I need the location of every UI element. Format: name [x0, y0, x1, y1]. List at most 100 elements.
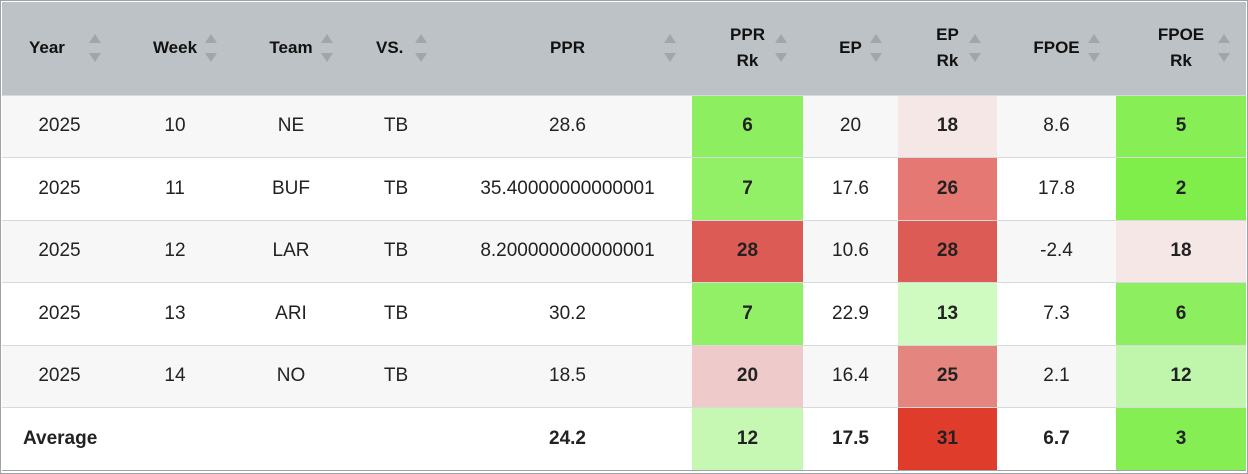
- column-header-label-line: FPOE: [1033, 38, 1080, 58]
- cell-fpoe-rk: 6: [1116, 282, 1246, 345]
- sort-ascending-icon: [664, 34, 676, 44]
- sort-ascending-icon: [205, 34, 217, 44]
- table-body: 2025 10 NE TB 28.6 6 20 18 8.6 5 2025 11 BUF TB 35.400…: [2, 94, 1246, 471]
- column-header-label: EP: [839, 35, 862, 61]
- cell-vs: TB: [349, 157, 443, 220]
- column-header-ppr[interactable]: PPR: [443, 2, 692, 95]
- cell-vs: TB: [349, 219, 443, 283]
- cell-ppr-rk: 12: [692, 407, 803, 471]
- cell-fpoe-rk: 3: [1116, 407, 1246, 471]
- column-header-label-line: Team: [269, 38, 313, 58]
- column-header-team[interactable]: Team: [233, 2, 349, 95]
- column-header-ep-rk[interactable]: EP Rk: [898, 2, 997, 95]
- column-header-label: Week: [153, 35, 197, 61]
- cell-team: NE: [233, 94, 349, 158]
- cell-year: 2025: [2, 344, 117, 408]
- average-label: Average: [2, 407, 443, 471]
- cell-week: 12: [117, 219, 233, 283]
- column-header-label-line: Rk: [736, 51, 759, 71]
- column-header-fpoe[interactable]: FPOE: [997, 2, 1116, 95]
- column-header-label-line: EP: [839, 38, 862, 58]
- table-row: 2025 11 BUF TB 35.40000000000001 7 17.6 26 17.8 2: [2, 157, 1246, 220]
- cell-vs: TB: [349, 344, 443, 408]
- cell-fpoe-rk: 2: [1116, 157, 1246, 220]
- cell-year: 2025: [2, 219, 117, 283]
- cell-fpoe-rk: 18: [1116, 219, 1246, 283]
- sort-ascending-icon: [321, 34, 333, 44]
- sort-arrows-icon[interactable]: [664, 34, 676, 63]
- sort-descending-icon: [1218, 53, 1230, 63]
- column-header-fpoe-rk[interactable]: FPOE Rk: [1116, 2, 1246, 95]
- sort-descending-icon: [1088, 53, 1100, 63]
- cell-fpoe: -2.4: [997, 219, 1116, 283]
- sort-descending-icon: [775, 53, 787, 63]
- cell-ppr-rk: 7: [692, 157, 803, 220]
- cell-ep: 16.4: [803, 344, 898, 408]
- column-header-label: Team: [269, 35, 312, 61]
- cell-team: ARI: [233, 282, 349, 345]
- sort-ascending-icon: [415, 34, 427, 44]
- sort-ascending-icon: [1218, 34, 1230, 44]
- cell-ppr: 24.2: [443, 407, 692, 471]
- average-row: Average 24.2 12 17.5 31 6.7 3: [2, 407, 1246, 471]
- cell-week: 14: [117, 344, 233, 408]
- cell-ppr-rk: 7: [692, 282, 803, 345]
- cell-team: NO: [233, 344, 349, 408]
- sort-descending-icon: [870, 53, 882, 63]
- cell-ppr: 18.5: [443, 344, 692, 408]
- cell-ppr: 8.200000000000001: [443, 219, 692, 283]
- column-header-ep[interactable]: EP: [803, 2, 898, 95]
- cell-ppr: 30.2: [443, 282, 692, 345]
- sort-arrows-icon[interactable]: [89, 34, 101, 63]
- cell-ep-rk: 26: [898, 157, 997, 220]
- sort-arrows-icon[interactable]: [1088, 34, 1100, 63]
- cell-week: 10: [117, 94, 233, 158]
- sort-descending-icon: [89, 53, 101, 63]
- sort-arrows-icon[interactable]: [205, 34, 217, 63]
- column-header-label: PPR: [550, 35, 585, 61]
- column-header-label-line: Year: [29, 38, 65, 58]
- cell-fpoe-rk: 5: [1116, 94, 1246, 158]
- column-header-label-line: VS.: [376, 38, 404, 58]
- cell-ep: 22.9: [803, 282, 898, 345]
- cell-ep-rk: 31: [898, 407, 997, 471]
- cell-year: 2025: [2, 282, 117, 345]
- cell-ep: 17.6: [803, 157, 898, 220]
- cell-fpoe: 8.6: [997, 94, 1116, 158]
- table-row: 2025 10 NE TB 28.6 6 20 18 8.6 5: [2, 94, 1246, 158]
- cell-fpoe: 17.8: [997, 157, 1116, 220]
- column-header-label-line: EP: [936, 25, 959, 45]
- sort-arrows-icon[interactable]: [1218, 34, 1230, 63]
- column-header-label: VS.: [349, 35, 403, 61]
- sort-descending-icon: [321, 53, 333, 63]
- column-header-label-line: Rk: [1170, 51, 1192, 71]
- column-header-ppr-rk[interactable]: PPR Rk: [692, 2, 803, 95]
- cell-ep: 10.6: [803, 219, 898, 283]
- column-header-label: FPOE Rk: [1158, 22, 1204, 74]
- column-header-label-line: PPR: [730, 25, 765, 45]
- cell-ppr-rk: 6: [692, 94, 803, 158]
- sort-arrows-icon[interactable]: [969, 34, 981, 63]
- column-header-year[interactable]: Year: [2, 2, 117, 95]
- cell-ep-rk: 28: [898, 219, 997, 283]
- sort-arrows-icon[interactable]: [321, 34, 333, 63]
- column-header-label-line: PPR: [550, 38, 585, 58]
- table-row: 2025 12 LAR TB 8.200000000000001 28 10.6 28 -2.4…: [2, 219, 1246, 283]
- sort-ascending-icon: [89, 34, 101, 44]
- column-header-label: Year: [2, 35, 65, 61]
- column-header-label-line: FPOE: [1157, 25, 1205, 45]
- cell-ep-rk: 18: [898, 94, 997, 158]
- column-header-week[interactable]: Week: [117, 2, 233, 95]
- sort-arrows-icon[interactable]: [775, 34, 787, 63]
- cell-team: LAR: [233, 219, 349, 283]
- sort-descending-icon: [415, 53, 427, 63]
- sort-arrows-icon[interactable]: [870, 34, 882, 63]
- cell-year: 2025: [2, 157, 117, 220]
- sort-arrows-icon[interactable]: [415, 34, 427, 63]
- cell-fpoe: 2.1: [997, 344, 1116, 408]
- column-header-vs[interactable]: VS.: [349, 2, 443, 95]
- cell-ppr: 28.6: [443, 94, 692, 158]
- column-header-label: FPOE: [1033, 35, 1079, 61]
- column-header-label: PPR Rk: [730, 22, 765, 74]
